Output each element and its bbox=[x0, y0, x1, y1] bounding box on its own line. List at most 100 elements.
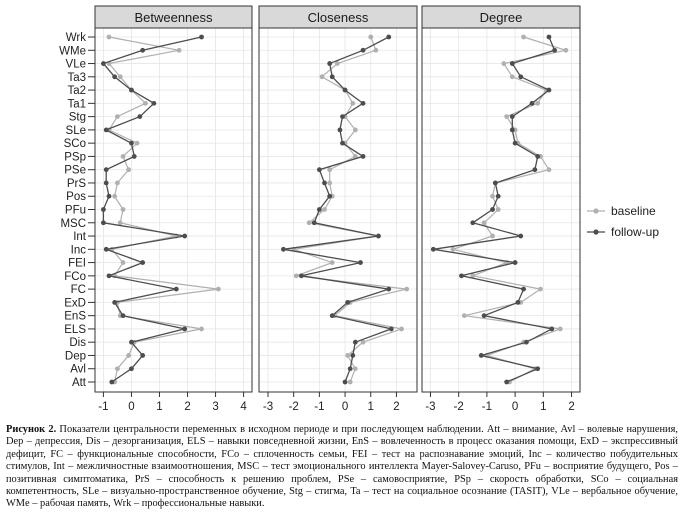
point-baseline-prs bbox=[327, 180, 333, 186]
point-follow-up-ta1 bbox=[529, 100, 535, 106]
point-follow-up-pos bbox=[495, 193, 501, 199]
facet-degree: Degree -3 -2 -1 0 1 2 bbox=[421, 5, 581, 413]
point-follow-up-vle bbox=[327, 61, 333, 66]
point-follow-up-sco bbox=[129, 140, 134, 146]
point-follow-up-fco bbox=[459, 273, 464, 279]
point-baseline-wme bbox=[176, 47, 182, 53]
x-tick-label: -3 bbox=[263, 401, 273, 413]
point-baseline-ta1 bbox=[143, 100, 148, 106]
x-tick-label: 1 bbox=[368, 401, 374, 413]
point-follow-up-msc bbox=[311, 220, 317, 226]
point-follow-up-ta3 bbox=[329, 74, 335, 80]
point-follow-up-dep bbox=[478, 353, 484, 358]
point-baseline-fc bbox=[404, 286, 410, 292]
point-baseline-psp bbox=[120, 154, 126, 159]
facet-title: Degree bbox=[480, 10, 523, 25]
point-follow-up-ens bbox=[481, 313, 487, 319]
point-follow-up-pfu bbox=[101, 207, 106, 212]
point-baseline-els bbox=[557, 326, 563, 332]
point-baseline-ta1 bbox=[535, 100, 541, 106]
point-follow-up-pse bbox=[316, 167, 322, 173]
point-baseline-fc bbox=[538, 286, 543, 292]
x-tick-label: -1 bbox=[314, 401, 324, 413]
point-follow-up-els bbox=[182, 326, 188, 332]
point-follow-up-msc bbox=[470, 220, 476, 226]
point-baseline-inc bbox=[450, 246, 456, 252]
point-baseline-int bbox=[490, 233, 495, 239]
point-follow-up-msc bbox=[101, 220, 106, 226]
point-follow-up-stg bbox=[340, 114, 345, 120]
point-baseline-ta3 bbox=[319, 74, 325, 80]
point-follow-up-ta2 bbox=[546, 87, 552, 93]
point-follow-up-wrk bbox=[199, 34, 204, 40]
point-follow-up-wrk bbox=[386, 34, 392, 40]
point-follow-up-prs bbox=[492, 180, 498, 186]
y-tick-label-exd: ExD bbox=[64, 297, 86, 309]
point-follow-up-fei bbox=[358, 260, 363, 265]
y-tick-label-ta2: Ta2 bbox=[67, 85, 86, 97]
x-tick-label: 4 bbox=[240, 401, 247, 413]
point-baseline-els bbox=[199, 326, 204, 332]
point-follow-up-fei bbox=[512, 260, 518, 265]
y-tick-label-els: ELS bbox=[64, 324, 86, 336]
point-follow-up-dis bbox=[523, 339, 529, 345]
point-follow-up-dep bbox=[140, 353, 146, 358]
point-follow-up-fc bbox=[521, 286, 526, 292]
point-baseline-vle bbox=[501, 61, 507, 66]
point-follow-up-wme bbox=[360, 47, 366, 53]
y-tick-label-dis: Dis bbox=[69, 337, 86, 349]
x-tick-label: -1 bbox=[482, 401, 492, 413]
x-tick-label: 0 bbox=[342, 401, 348, 413]
y-tick-label-psp: PSp bbox=[64, 151, 86, 163]
point-baseline-ta1 bbox=[350, 100, 356, 106]
x-tick-label: 0 bbox=[128, 401, 134, 413]
point-baseline-pse bbox=[546, 167, 552, 173]
point-follow-up-inc bbox=[430, 246, 436, 252]
point-follow-up-sco bbox=[512, 140, 518, 146]
facet-betweenness: Betweenness -1 0 1 2 3 4 bbox=[94, 5, 253, 413]
point-baseline-stg bbox=[115, 114, 120, 120]
point-follow-up-inc bbox=[103, 246, 109, 252]
y-tick-label-stg: Stg bbox=[69, 112, 86, 124]
point-baseline-pse bbox=[126, 167, 132, 173]
point-follow-up-els bbox=[549, 326, 555, 332]
point-follow-up-exd bbox=[112, 299, 118, 305]
legend-label: baseline bbox=[611, 204, 656, 218]
y-tick-label-sco: SCo bbox=[64, 138, 86, 150]
point-follow-up-els bbox=[388, 326, 394, 332]
x-tick-label: 3 bbox=[212, 401, 218, 413]
point-follow-up-ens bbox=[329, 313, 335, 319]
point-baseline-prs bbox=[115, 180, 120, 186]
point-baseline-ta3 bbox=[117, 74, 123, 80]
point-follow-up-int bbox=[376, 233, 381, 239]
point-follow-up-pse bbox=[532, 167, 538, 173]
point-follow-up-dep bbox=[350, 353, 356, 358]
point-follow-up-ta1 bbox=[360, 100, 366, 106]
y-tick-label-ta3: Ta3 bbox=[67, 72, 86, 84]
x-tick-label: 1 bbox=[540, 401, 546, 413]
panel-background bbox=[421, 27, 581, 393]
point-follow-up-fc bbox=[173, 286, 179, 292]
x-tick-label: -1 bbox=[98, 401, 108, 413]
y-tick-label-ta1: Ta1 bbox=[67, 98, 86, 110]
point-follow-up-sle bbox=[509, 127, 515, 133]
point-follow-up-fei bbox=[140, 260, 146, 265]
legend-item-follow-up: follow-up bbox=[587, 225, 659, 239]
point-baseline-dep bbox=[126, 353, 132, 358]
point-follow-up-wme bbox=[552, 47, 558, 53]
point-follow-up-vle bbox=[509, 61, 515, 66]
point-follow-up-avl bbox=[347, 366, 353, 372]
point-baseline-dep bbox=[345, 353, 351, 358]
point-follow-up-pfu bbox=[316, 207, 322, 212]
y-tick-label-pfu: PFu bbox=[65, 205, 86, 217]
point-follow-up-pfu bbox=[490, 207, 495, 212]
point-baseline-fco bbox=[293, 273, 299, 279]
facet-title: Betweenness bbox=[134, 10, 213, 25]
x-tick-label: -3 bbox=[425, 401, 435, 413]
point-follow-up-prs bbox=[322, 180, 327, 186]
point-baseline-pos bbox=[112, 193, 118, 199]
y-tick-label-inc: Inc bbox=[71, 244, 87, 256]
point-baseline-wrk bbox=[521, 34, 526, 40]
